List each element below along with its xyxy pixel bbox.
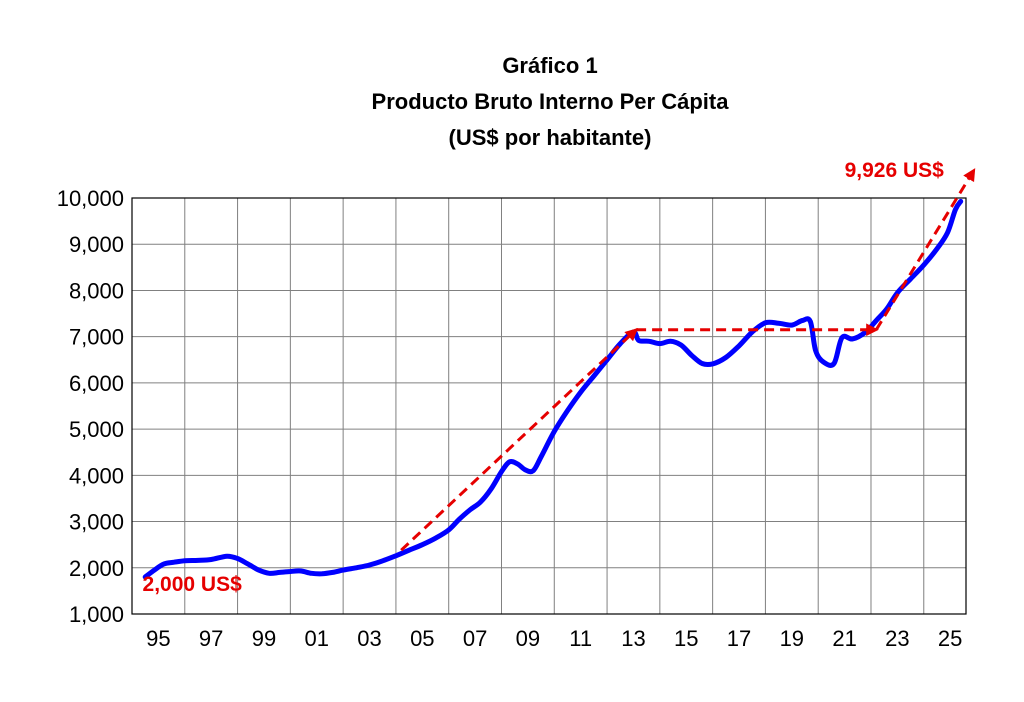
x-tick-label: 15 (674, 626, 698, 651)
x-tick-label: 05 (410, 626, 434, 651)
x-tick-label: 17 (727, 626, 751, 651)
y-axis-ticks: 1,000 2,000 3,000 4,000 5,000 6,000 7,000 8,000… (57, 186, 124, 627)
y-tick-label: 4,000 (69, 463, 124, 488)
x-tick-label: 23 (885, 626, 909, 651)
x-tick-label: 99 (252, 626, 276, 651)
y-tick-label: 2,000 (69, 556, 124, 581)
chart-subtitle: Producto Bruto Interno Per Cápita (371, 89, 729, 114)
series-line (142, 198, 964, 580)
x-tick-label: 03 (357, 626, 381, 651)
x-tick-label: 13 (621, 626, 645, 651)
chart-title-block: Gráfico 1 Producto Bruto Interno Per Cáp… (0, 48, 1024, 156)
annotations: 2,000 US$ 9,926 US$ (143, 159, 945, 596)
x-tick-label: 97 (199, 626, 223, 651)
y-tick-label: 10,000 (57, 186, 124, 211)
x-tick-label: 19 (780, 626, 804, 651)
trend-arrow (400, 328, 638, 552)
y-tick-label: 7,000 (69, 325, 124, 350)
x-tick-label: 01 (305, 626, 329, 651)
grid (131, 197, 967, 615)
y-tick-label: 3,000 (69, 510, 124, 535)
x-tick-label: 21 (832, 626, 856, 651)
chart-units-label: (US$ por habitante) (448, 125, 652, 150)
plot-area (131, 197, 967, 615)
chart-title: Gráfico 1 (502, 53, 598, 78)
annotation-label: 9,926 US$ (845, 159, 945, 182)
y-tick-label: 6,000 (69, 371, 124, 396)
trend-arrows (400, 168, 976, 552)
y-tick-label: 5,000 (69, 417, 124, 442)
y-tick-label: 9,000 (69, 232, 124, 257)
x-tick-label: 07 (463, 626, 487, 651)
x-tick-label: 11 (569, 626, 592, 651)
y-tick-label: 8,000 (69, 278, 124, 303)
y-tick-label: 1,000 (69, 602, 124, 627)
x-tick-label: 25 (938, 626, 962, 651)
x-axis-ticks: 95 97 99 01 03 05 07 09 11 13 15 17 19 21 23 25 (146, 626, 962, 651)
x-tick-label: 09 (516, 626, 540, 651)
annotation-label: 2,000 US$ (143, 573, 243, 596)
x-tick-label: 95 (146, 626, 170, 651)
series-layer (142, 198, 964, 580)
